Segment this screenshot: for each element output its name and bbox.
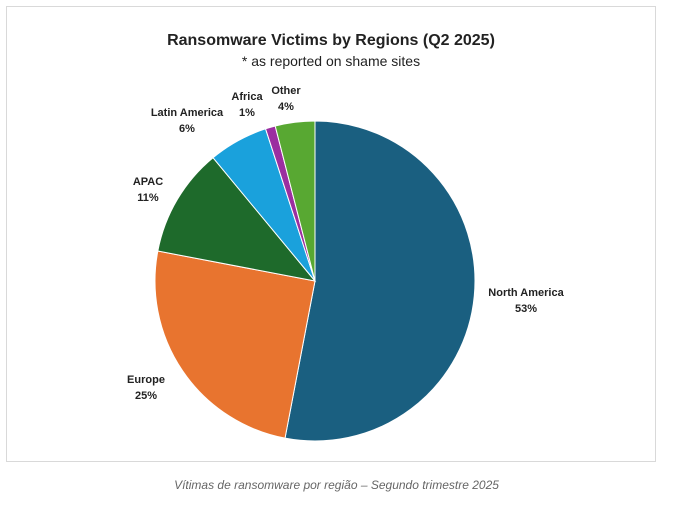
pie-slice-europe: [154, 250, 316, 439]
slice-label-other: Other: [271, 85, 301, 97]
slice-label-africa: Africa: [231, 91, 263, 103]
pie-slice-other: [274, 120, 316, 282]
figure-caption: Vítimas de ransomware por região – Segun…: [174, 478, 499, 492]
slice-label-north-america: North America: [488, 287, 564, 299]
chart-subtitle: * as reported on shame sites: [241, 53, 421, 69]
chart-title: Ransomware Victims by Regions (Q2 2025): [167, 32, 495, 49]
slice-value-other: 4%: [278, 101, 294, 113]
slice-label-europe: Europe: [127, 374, 165, 386]
slice-value-africa: 1%: [239, 107, 255, 119]
pie-slice-apac: [157, 157, 317, 282]
pie-chart: North America 53% Europe 25% APAC 11% Latin Am…: [127, 85, 565, 442]
slice-value-apac: 11%: [137, 192, 159, 204]
pie-slice-north-america: [284, 120, 476, 442]
slice-value-north-america: 53%: [515, 303, 537, 315]
slice-value-europe: 25%: [135, 390, 157, 402]
slice-label-apac: APAC: [133, 176, 163, 188]
slice-label-latin-america: Latin America: [151, 107, 224, 119]
slice-value-latin-america: 6%: [179, 123, 195, 135]
